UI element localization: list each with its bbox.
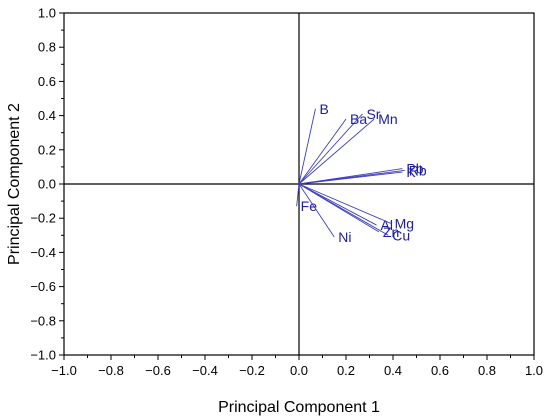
loading-vector-mg [298, 183, 391, 224]
x-tick-label: 0.8 [478, 363, 496, 378]
point-label-mg: Mg [395, 215, 414, 231]
y-tick-label: 0.8 [38, 40, 56, 55]
point-label-al: Al [381, 217, 393, 233]
loading-vector-cu [298, 183, 389, 236]
loading-vector-ba [298, 118, 347, 185]
point-label-pb: Pb [406, 161, 423, 177]
x-tick-label: −0.6 [145, 363, 171, 378]
point-label-zn: Zn [383, 224, 399, 240]
loading-vectors [296, 108, 405, 238]
point-label-ni: Ni [338, 229, 351, 245]
y-tick-label: −0.8 [30, 313, 56, 328]
point-label-b: B [319, 101, 328, 117]
loading-vector-ni [298, 183, 335, 238]
point-label-mn: Mn [378, 111, 397, 127]
y-tick-label: 0.0 [38, 177, 56, 192]
y-tick-label: 0.4 [38, 108, 56, 123]
loading-vector-al [298, 183, 377, 226]
x-tick-label: 0.0 [290, 363, 308, 378]
x-tick-label: 0.2 [337, 363, 355, 378]
y-tick-label: 0.6 [38, 74, 56, 89]
y-tick-label: 1.0 [38, 6, 56, 21]
y-tick-label: −1.0 [30, 348, 56, 363]
point-label-k: K [406, 164, 416, 180]
y-tick-label: 0.2 [38, 142, 56, 157]
point-label-ba: Ba [350, 111, 367, 127]
point-label-rb: Rb [409, 162, 427, 178]
loading-vector-rb [298, 169, 405, 185]
point-label-fe: Fe [301, 198, 318, 214]
loading-vector-mn [298, 118, 375, 185]
ticks-layer: −1.0 −0.8 −0.6 −0.4 −0.2 0.0 0.2 0.4 0.6 0.8 1.0 −1… [30, 6, 543, 379]
x-tick-label: −0.4 [192, 363, 218, 378]
point-label-sr: Sr [366, 106, 380, 122]
y-tick-label: −0.6 [30, 279, 56, 294]
y-tick-label: −0.4 [30, 245, 56, 260]
loading-vector-fe [296, 183, 300, 207]
y-tick-label: −0.2 [30, 211, 56, 226]
loading-vector-b [298, 108, 316, 185]
x-tick-label: 1.0 [525, 363, 543, 378]
x-axis-title: Principal Component 1 [218, 399, 380, 416]
loading-vector-sr [298, 113, 363, 185]
x-tick-label: −0.2 [239, 363, 265, 378]
x-tick-label: 0.6 [431, 363, 449, 378]
x-tick-label: 0.4 [384, 363, 402, 378]
point-label-cu: Cu [392, 227, 410, 243]
y-axis-title: Principal Component 2 [6, 103, 23, 265]
x-tick-label: −1.0 [51, 363, 77, 378]
x-tick-label: −0.8 [98, 363, 124, 378]
